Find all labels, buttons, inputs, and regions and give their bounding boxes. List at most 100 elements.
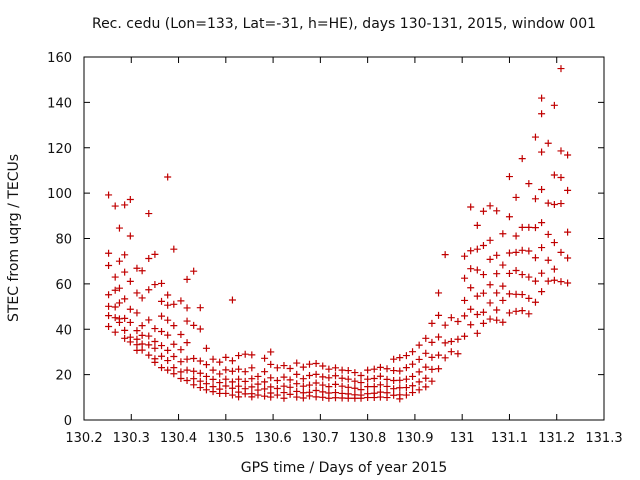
data-point [126,277,134,285]
data-point [486,315,494,323]
data-point [525,180,533,188]
data-point [428,377,436,385]
data-point [216,358,224,366]
data-point [158,364,166,372]
data-point [177,374,185,382]
data-point [512,248,520,256]
data-point [235,393,243,401]
data-point [370,383,378,391]
series-points [105,65,572,403]
data-point [183,355,191,363]
data-point [267,360,275,368]
data-point [209,355,217,363]
data-point [390,367,398,375]
data-point [550,276,558,284]
data-point [499,296,507,304]
data-point [222,353,230,361]
data-point [196,304,204,312]
data-point [512,307,520,315]
data-point [216,379,224,387]
data-point [538,288,546,296]
data-point [383,365,391,373]
data-point [133,309,141,317]
data-point [415,378,423,386]
data-point [241,368,249,376]
data-point [111,328,119,336]
data-point [190,375,198,383]
data-point [196,369,204,377]
data-point [158,312,166,320]
data-point [338,394,346,402]
data-point [145,286,153,294]
data-point [564,228,572,236]
data-point [512,290,520,298]
data-point [190,267,198,275]
data-point [164,291,172,299]
data-point [228,378,236,386]
data-point [461,296,469,304]
data-point [415,355,423,363]
data-point [183,317,191,325]
data-point [319,393,327,401]
data-point [151,338,159,346]
data-point [467,203,475,211]
data-point [158,328,166,336]
data-point [105,312,113,320]
data-point [138,322,146,330]
data-point [357,394,365,402]
data-point [538,94,546,102]
data-point [177,297,185,305]
data-point [133,264,141,272]
data-point [280,394,288,402]
data-point [105,302,113,310]
data-point [145,210,153,218]
data-point [467,247,475,255]
data-point [422,349,430,357]
data-point [151,250,159,258]
data-point [305,360,313,368]
chart-title: Rec. cedu (Lon=133, Lat=-31, h=HE), days… [92,16,596,32]
data-point [115,284,123,292]
data-point [111,202,119,210]
data-point [518,155,526,163]
data-point [486,281,494,289]
data-point [344,394,352,402]
data-point [111,273,119,281]
data-point [479,271,487,279]
data-point [158,279,166,287]
data-point [351,384,359,392]
data-point [447,314,455,322]
x-tick-label: 130.9 [396,431,433,446]
data-point [261,354,269,362]
data-point [376,363,384,371]
data-point [447,348,455,356]
data-point [518,271,526,279]
data-point [390,385,398,393]
data-point [550,265,558,273]
data-point [538,244,546,252]
data-point [525,247,533,255]
data-point [177,346,185,354]
data-point [261,368,269,376]
data-point [461,274,469,282]
data-point [428,365,436,373]
data-point [486,299,494,307]
data-point [473,245,481,253]
data-point [241,377,249,385]
data-point [557,65,565,73]
data-point [196,325,204,333]
data-point [518,223,526,231]
x-tick-label: 130.3 [113,431,150,446]
data-point [151,281,159,289]
data-point [370,365,378,373]
data-point [486,255,494,263]
x-tick-label: 130.8 [349,431,386,446]
data-point [121,314,129,322]
data-point [299,363,307,371]
data-point [473,329,481,337]
data-point [402,375,410,383]
data-point [512,232,520,240]
data-point [505,290,513,298]
data-point [344,367,352,375]
